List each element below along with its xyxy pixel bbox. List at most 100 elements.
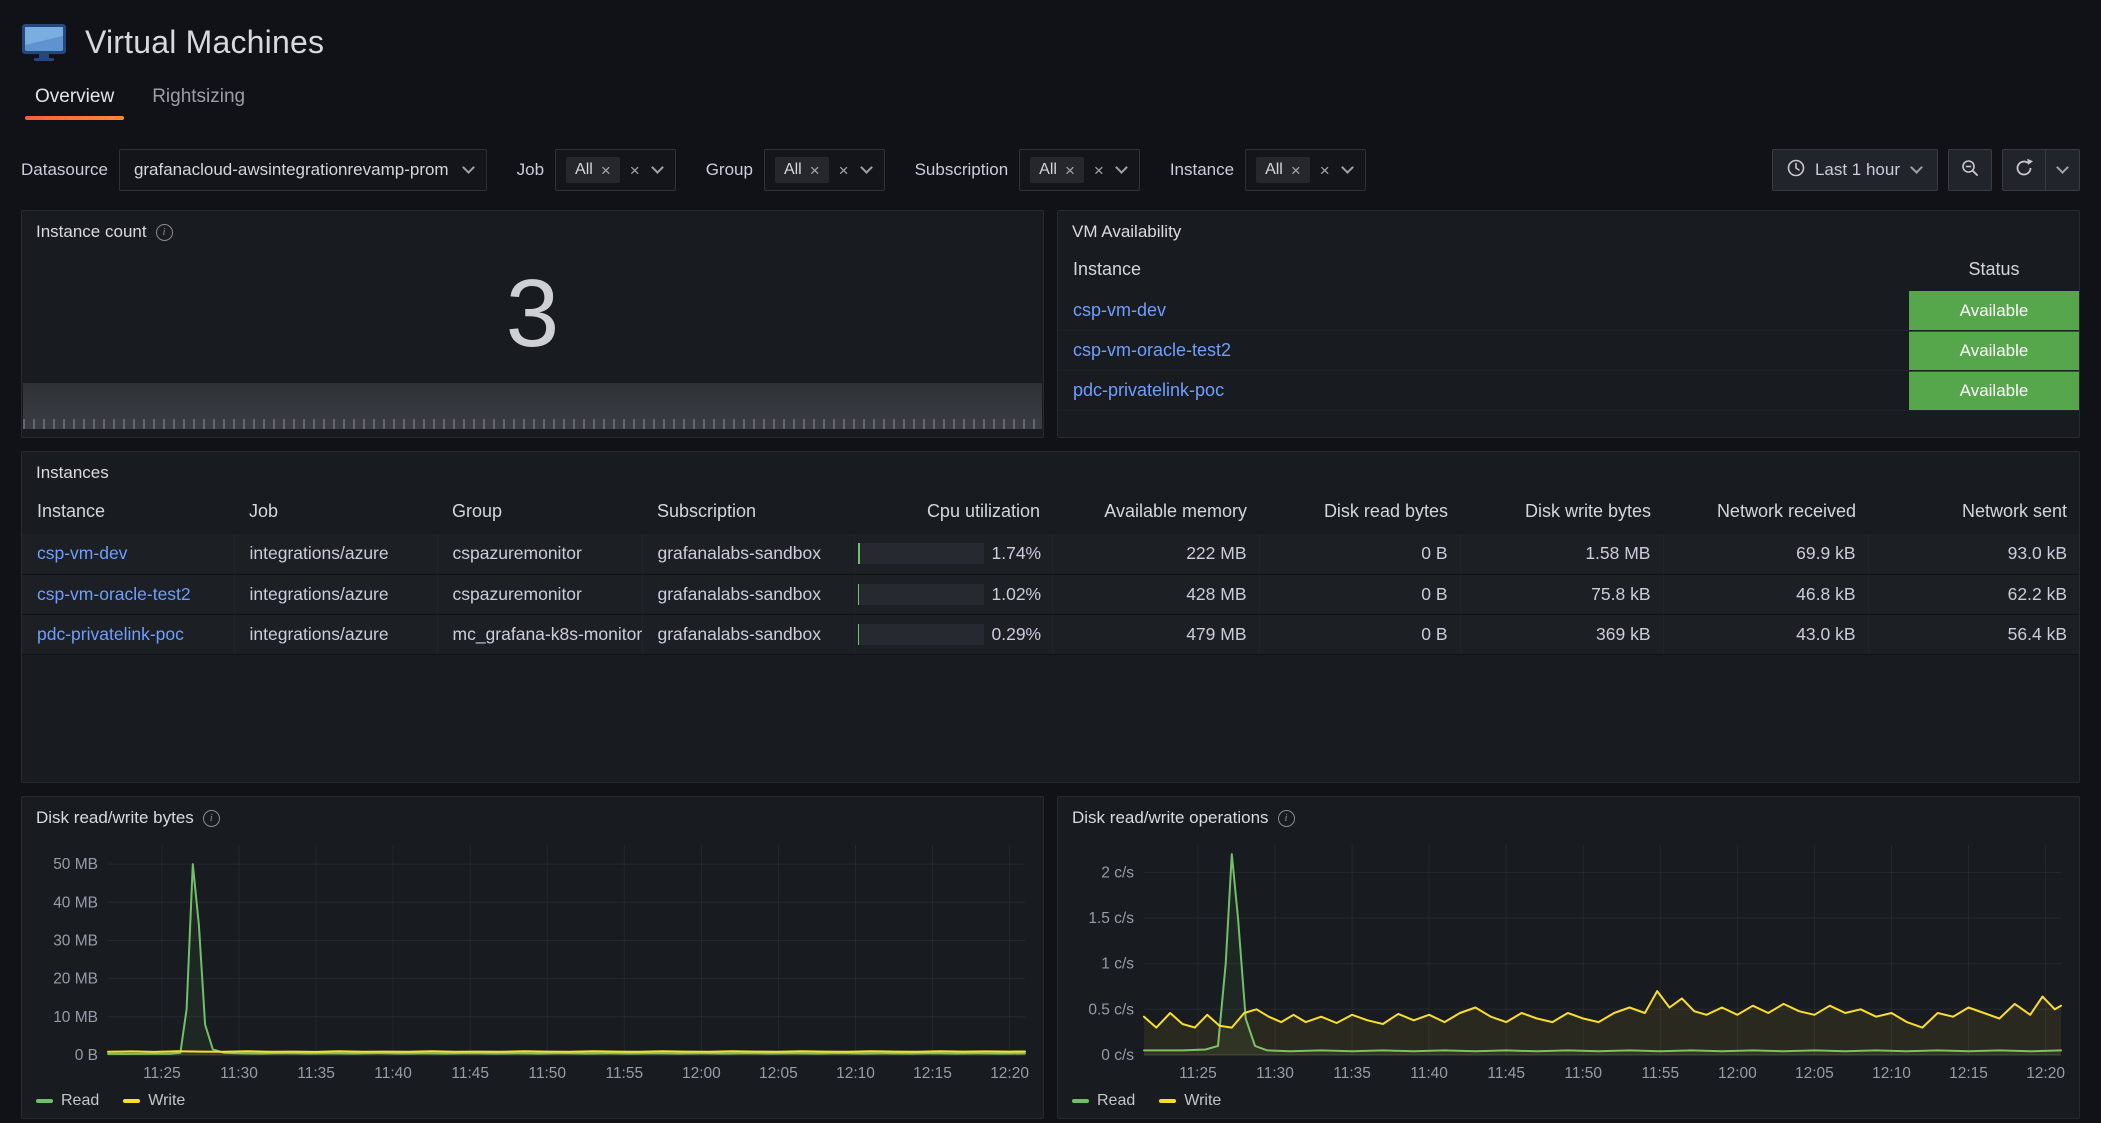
cpu-gauge [858,584,984,605]
panel-disk-operations: Disk read/write operations i 11:2511:301… [1057,796,2080,1119]
cell-net-sent: 93.0 kB [1868,534,2079,574]
info-icon[interactable]: i [156,224,173,241]
filter-value-box[interactable]: All × × [764,149,885,191]
filter-value-box[interactable]: All × × [555,149,676,191]
cell-net-received: 46.8 kB [1663,574,1868,614]
clear-filter-icon[interactable]: × [1318,162,1332,179]
refresh-icon [2014,158,2034,183]
instance-link[interactable]: pdc-privatelink-poc [37,624,184,644]
legend-item-read[interactable]: Read [1072,1092,1135,1110]
vm-availability-table: Instance Status csp-vm-dev Available csp… [1058,247,2079,411]
disk-bytes-chart[interactable]: 11:2511:3011:3511:4011:4511:5011:5512:00… [34,835,1033,1087]
panel-header: VM Availability [1058,211,2079,247]
table-row: pdc-privatelink-poc Available [1058,371,2079,411]
svg-text:11:55: 11:55 [605,1065,643,1082]
stat-value: 3 [22,249,1043,379]
instance-link[interactable]: csp-vm-oracle-test2 [1058,331,1909,370]
filter-value-chip[interactable]: All × [775,157,829,183]
cell-memory: 428 MB [1052,574,1259,614]
cpu-gauge-fill [858,584,860,605]
cell-subscription: grafanalabs-sandbox [642,534,854,574]
clear-filter-icon[interactable]: × [1092,162,1106,179]
legend-item-write[interactable]: Write [1159,1092,1221,1110]
column-header-instance[interactable]: Instance [1058,259,1909,280]
svg-text:11:55: 11:55 [1641,1065,1679,1082]
tab-rightsizing[interactable]: Rightsizing [138,74,259,120]
svg-text:12:10: 12:10 [1872,1065,1911,1082]
legend-item-read[interactable]: Read [36,1092,99,1110]
instance-link[interactable]: csp-vm-dev [37,543,127,563]
legend-swatch [1072,1099,1089,1103]
col-available-memory[interactable]: Available memory [1052,488,1259,534]
col-subscription[interactable]: Subscription [642,488,854,534]
filter-value-chip[interactable]: All × [566,157,620,183]
chip-remove-icon[interactable]: × [1291,162,1301,179]
info-icon[interactable]: i [203,810,220,827]
col-network-sent[interactable]: Network sent [1868,488,2079,534]
filter-subscription: Subscription All × × [915,149,1140,191]
svg-text:11:50: 11:50 [528,1065,566,1082]
filter-label: Instance [1170,160,1234,180]
cell-job: integrations/azure [234,534,437,574]
panel-header: Disk read/write operations i [1058,797,2079,833]
column-header-status[interactable]: Status [1909,259,2079,280]
col-instance[interactable]: Instance [22,488,234,534]
tab-overview[interactable]: Overview [21,74,128,120]
time-range-button[interactable]: Last 1 hour [1772,149,1938,191]
instance-link[interactable]: pdc-privatelink-poc [1058,371,1909,410]
col-job[interactable]: Job [234,488,437,534]
refresh-interval-caret[interactable] [2046,149,2080,191]
chevron-down-icon [651,161,664,174]
disk-ops-chart[interactable]: 11:2511:3011:3511:4011:4511:5011:5512:00… [1070,835,2069,1087]
dashboard-header: Virtual Machines [0,0,2101,68]
cell-net-received: 69.9 kB [1663,534,1868,574]
col-group[interactable]: Group [437,488,642,534]
zoom-out-button[interactable] [1948,149,1992,191]
cell-memory: 222 MB [1052,534,1259,574]
svg-text:0 B: 0 B [75,1047,98,1064]
filter-value-chip[interactable]: All × [1256,157,1310,183]
table-row: csp-vm-dev integrations/azure cspazuremo… [22,534,2079,574]
cell-subscription: grafanalabs-sandbox [642,574,854,614]
col-cpu-utilization[interactable]: Cpu utilization [854,488,1052,534]
clear-filter-icon[interactable]: × [837,162,851,179]
chip-remove-icon[interactable]: × [810,162,820,179]
clear-filter-icon[interactable]: × [628,162,642,179]
cell-group: cspazuremonitor [437,534,642,574]
info-icon[interactable]: i [1278,810,1295,827]
col-disk-read-bytes[interactable]: Disk read bytes [1259,488,1460,534]
svg-text:40 MB: 40 MB [53,894,98,911]
filter-value-chip[interactable]: All × [1030,157,1084,183]
legend: Read Write [22,1087,1043,1110]
magnifier-minus-icon [1960,158,1980,183]
refresh-button[interactable] [2002,149,2046,191]
instance-link[interactable]: csp-vm-oracle-test2 [37,584,191,604]
filter-label: Group [706,160,753,180]
chip-remove-icon[interactable]: × [1065,162,1075,179]
filter-value: All [1039,161,1057,179]
panel-title: Disk read/write bytes [36,808,194,828]
cell-disk-write: 75.8 kB [1460,574,1663,614]
svg-text:2 c/s: 2 c/s [1101,864,1134,881]
datasource-select[interactable]: grafanacloud-awsintegrationrevamp-prom [119,149,487,191]
legend-item-write[interactable]: Write [123,1092,185,1110]
svg-text:50 MB: 50 MB [53,856,98,873]
svg-text:0.5 c/s: 0.5 c/s [1088,1001,1134,1018]
col-disk-write-bytes[interactable]: Disk write bytes [1460,488,1663,534]
cell-cpu: 0.29% [854,614,1052,654]
chip-remove-icon[interactable]: × [601,162,611,179]
tab-bar: Overview Rightsizing [0,74,2101,120]
page-title: Virtual Machines [85,24,324,61]
chevron-down-icon [1910,161,1923,174]
chevron-down-icon [860,161,873,174]
filter-value-box[interactable]: All × × [1019,149,1140,191]
cell-memory: 479 MB [1052,614,1259,654]
chart-area: 11:2511:3011:3511:4011:4511:5011:5512:00… [1058,833,2079,1087]
svg-text:11:25: 11:25 [143,1065,181,1082]
col-network-received[interactable]: Network received [1663,488,1868,534]
filter-value-box[interactable]: All × × [1245,149,1366,191]
instance-link[interactable]: csp-vm-dev [1058,291,1909,330]
svg-text:11:40: 11:40 [1410,1065,1448,1082]
svg-text:12:20: 12:20 [2026,1065,2065,1082]
cell-subscription: grafanalabs-sandbox [642,614,854,654]
